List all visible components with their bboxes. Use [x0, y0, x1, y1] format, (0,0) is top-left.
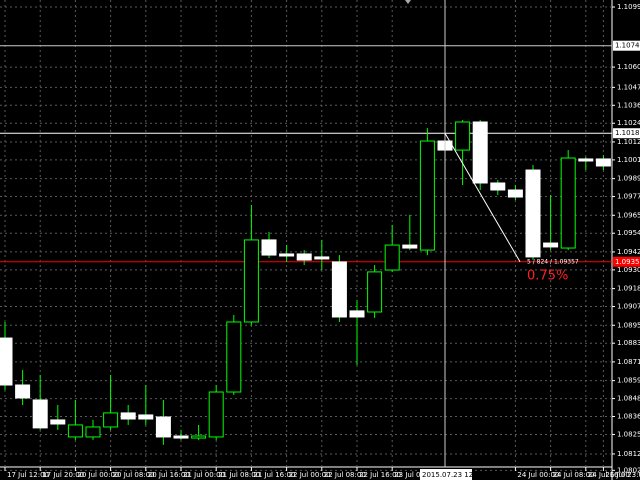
- y-tick-label: 1.09070: [617, 303, 640, 311]
- candle-body: [331, 261, 347, 318]
- candle-body: [384, 244, 400, 271]
- candle-body: [0, 337, 13, 386]
- x-tick-label: 21 Jul 08:00: [218, 471, 260, 479]
- candle-body: [279, 253, 295, 257]
- y-tick-label: 1.08835: [617, 339, 640, 347]
- candle-body: [314, 256, 330, 260]
- y-tick-label: 1.10475: [617, 83, 640, 91]
- candle-body: [349, 310, 365, 318]
- x-tick-label: 17 Jul 20:00: [42, 471, 84, 479]
- candle-body: [120, 412, 136, 420]
- y-tick-label: 1.10010: [617, 156, 640, 164]
- y-tick-label: 1.10125: [617, 138, 640, 146]
- x-tick-label: 20 Jul 08:00: [113, 471, 155, 479]
- price-label: 1.09357: [615, 258, 640, 266]
- candle-body: [67, 424, 83, 438]
- candle-body: [155, 416, 171, 438]
- x-tick-label: 26 Jul 23:00: [605, 471, 640, 479]
- candle-body: [15, 384, 31, 399]
- x-tick-label: 22 Jul 00:00: [289, 471, 331, 479]
- candle-body: [490, 182, 506, 191]
- candle-body: [578, 158, 594, 162]
- ruler-line: [444, 132, 521, 263]
- candle-body: [507, 189, 523, 198]
- y-tick-label: 1.09420: [617, 248, 640, 256]
- candle-body: [455, 121, 471, 151]
- y-tick-label: 1.09655: [617, 211, 640, 219]
- ruler-percent: 0.75%: [527, 268, 568, 283]
- y-tick-label: 1.10605: [617, 63, 640, 71]
- candle-body: [226, 321, 242, 393]
- candle-body: [595, 158, 611, 167]
- candle-body: [472, 121, 488, 184]
- candle-body: [367, 271, 383, 313]
- y-tick-label: 1.10990: [617, 3, 640, 11]
- y-tick-label: 1.09890: [617, 175, 640, 183]
- y-tick-label: 1.10360: [617, 101, 640, 109]
- y-tick-label: 1.08595: [617, 377, 640, 385]
- x-tick-label: 23 Jul 00:00: [394, 471, 436, 479]
- candle-body: [419, 140, 435, 251]
- y-tick-label: 1.08950: [617, 321, 640, 329]
- x-tick-label: 24 Jul 16:00: [588, 471, 630, 479]
- ruler-text: 5 / 824 / 1.09357: [527, 258, 579, 265]
- price-label-box: [613, 256, 640, 267]
- x-tick-label: 17 Jul 12:00: [7, 471, 49, 479]
- candle-body: [103, 412, 119, 428]
- scroll-marker: [405, 0, 411, 4]
- candle-body: [50, 419, 66, 425]
- candle-body: [173, 435, 189, 439]
- candle-body: [261, 239, 277, 256]
- y-tick-label: 1.09305: [617, 266, 640, 274]
- candle-body: [543, 242, 559, 248]
- y-tick-label: 1.08365: [617, 413, 640, 421]
- candle-body: [560, 157, 576, 249]
- x-tick-label: 22 Jul 16:00: [359, 471, 401, 479]
- y-tick-label: 1.08250: [617, 430, 640, 438]
- crosshair-time-box: [420, 469, 472, 480]
- y-tick-label: 1.09775: [617, 193, 640, 201]
- candle-body: [32, 399, 48, 429]
- x-tick-label: 22 Jul 08:00: [324, 471, 366, 479]
- x-tick-label: 21 Jul 00:00: [183, 471, 225, 479]
- price-label-box: [613, 128, 640, 139]
- x-tick-label: 24 Jul 00:00: [517, 471, 559, 479]
- x-tick-label: 24 Jul 08:00: [553, 471, 595, 479]
- y-tick-label: 1.08715: [617, 358, 640, 366]
- candle-body: [296, 253, 312, 261]
- x-tick-label: 21 Jul 16:00: [253, 471, 295, 479]
- candle-body: [402, 244, 418, 249]
- candle-body: [243, 239, 259, 323]
- candle-body: [191, 435, 207, 439]
- y-tick-label: 1.08125: [617, 450, 640, 458]
- x-tick-label: 20 Jul 00:00: [77, 471, 119, 479]
- y-tick-label: 1.10245: [617, 119, 640, 127]
- x-tick-label: 20 Jul 16:00: [148, 471, 190, 479]
- y-tick-label: 1.08020: [617, 466, 640, 474]
- y-tick-label: 1.08480: [617, 395, 640, 403]
- crosshair-price-box: [613, 40, 640, 51]
- candle-body: [525, 169, 541, 258]
- crosshair-time-label: 2015.07.23 12:00: [422, 471, 484, 479]
- candle-body: [138, 414, 154, 420]
- candle-body: [208, 391, 224, 438]
- y-tick-label: 1.09540: [617, 229, 640, 237]
- candle-body: [85, 426, 101, 438]
- y-tick-label: 1.09185: [617, 285, 640, 293]
